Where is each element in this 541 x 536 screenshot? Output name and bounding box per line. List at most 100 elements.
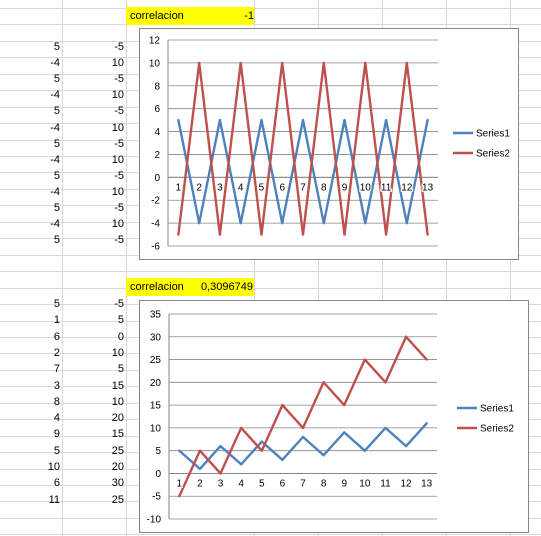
sheet-cell[interactable]: 5	[117, 363, 124, 376]
chart-0-series-2-point	[239, 61, 242, 65]
sheet-cell[interactable]: 25	[111, 493, 124, 506]
sheet-cell[interactable]: -5	[114, 41, 124, 53]
sheet-cell[interactable]: -4	[50, 153, 60, 166]
chart-0-y-tick-label: -2	[151, 196, 160, 207]
sheet-cell[interactable]: 7	[53, 363, 60, 376]
sheet-cell[interactable]: 10	[111, 395, 124, 408]
chart-1[interactable]: 12 10 8 6 4 2 0 -2 -4 -6 1 2 3 4 5 6 7 8 9 10 11 12 13 Series1 S…	[139, 28, 519, 260]
chart-0-x-tick-label: 10	[360, 182, 372, 193]
sheet-cell[interactable]: 6	[53, 330, 60, 343]
sheet-cell[interactable]: -4	[50, 89, 60, 102]
correlation-2-value[interactable]: 0,3096749	[201, 281, 253, 293]
chart-1-y-tick-label: 15	[150, 401, 162, 412]
sheet-cell[interactable]: 10	[111, 57, 124, 70]
sheet-cell[interactable]: 15	[111, 428, 124, 441]
sheet-cell[interactable]: 10	[111, 218, 124, 231]
sheet-cell[interactable]: 5	[53, 444, 60, 457]
sheet-cell[interactable]: 5	[53, 137, 60, 150]
sheet-cell[interactable]: 5	[53, 298, 60, 310]
sheet-cell[interactable]: 5	[53, 73, 60, 86]
chart-0-x-tick-label: 7	[300, 182, 306, 193]
sheet-cell[interactable]: 5	[53, 105, 60, 118]
chart-1-series-2-point	[343, 403, 346, 407]
sheet-cell[interactable]: 6	[53, 477, 60, 490]
chart-1-series-1-point	[239, 463, 243, 466]
chart-1-series-2-line	[178, 335, 428, 497]
sheet-cell[interactable]: -5	[114, 137, 124, 150]
sheet-cell[interactable]: -4	[50, 218, 60, 231]
chart-1-x-tick-label: 6	[280, 478, 286, 489]
chart-1-x-tick-label: 11	[380, 478, 391, 489]
sheet-cell[interactable]: 10	[111, 346, 124, 359]
sheet-cell[interactable]: 20	[111, 461, 124, 473]
sheet-cell[interactable]: 10	[47, 461, 60, 473]
sheet-cell[interactable]: 10	[111, 185, 124, 198]
chart-1-series-1-point	[384, 426, 387, 430]
sheet-cell[interactable]: 3	[53, 379, 60, 392]
chart-0-y-tick-label: 6	[154, 104, 160, 115]
chart-0-x-tick-label: 2	[196, 182, 202, 193]
sheet-cell[interactable]: -5	[114, 105, 124, 118]
sheet-cell[interactable]: -4	[50, 185, 60, 198]
sheet-cell[interactable]: 5	[53, 169, 60, 182]
chart-0-y-tick-label: 8	[154, 81, 160, 92]
sheet-cell[interactable]: -5	[114, 298, 124, 310]
chart-0-series-1-point	[364, 221, 367, 225]
chart-1-y-tick-label: 20	[150, 378, 162, 389]
sheet-cell[interactable]: 30	[111, 477, 124, 490]
chart-1-x-tick-label: 10	[359, 478, 371, 489]
sheet-cell[interactable]: -5	[114, 169, 124, 182]
sheet-cell[interactable]: 2	[53, 346, 60, 359]
chart-0-series-1-point	[281, 221, 284, 225]
sheet-cell[interactable]: 5	[53, 41, 60, 53]
sheet-cell[interactable]: 9	[53, 428, 60, 441]
sheet-cell[interactable]: 25	[111, 444, 124, 457]
chart-1-legend-2-label: Series2	[480, 424, 514, 435]
chart-1-x-tick-label: 13	[421, 478, 433, 489]
chart-1-series-1-point	[425, 422, 428, 425]
sheet-cell[interactable]: 10	[111, 121, 124, 134]
chart-0-series-1-point	[384, 118, 388, 122]
sheet-cell[interactable]: 10	[111, 89, 124, 102]
chart-1-y-tick-label: -5	[152, 492, 161, 503]
chart-1-series-2-point	[281, 403, 284, 407]
sheet-cell[interactable]: 1	[53, 314, 60, 327]
chart-0-x-tick-label: 6	[279, 182, 285, 193]
sheet-cell[interactable]: 20	[111, 412, 124, 425]
correlation-1-label[interactable]: correlacion	[130, 10, 184, 22]
sheet-cell[interactable]: 4	[53, 412, 60, 425]
correlation-1-value[interactable]: -1	[244, 10, 254, 22]
sheet-cell[interactable]: -5	[114, 73, 124, 86]
chart-0-series-1-point	[197, 221, 201, 225]
chart-1-series-1-point	[219, 444, 222, 448]
sheet-cell[interactable]: 0	[117, 330, 124, 343]
chart-1-series-2-point	[178, 495, 181, 498]
correlation-1-highlight[interactable]	[126, 7, 254, 25]
sheet-cell[interactable]: 10	[111, 153, 124, 166]
sheet-cell[interactable]: 5	[53, 234, 60, 247]
sheet-cell[interactable]: 5	[53, 202, 60, 214]
chart-1-legend-1-label: Series1	[480, 404, 514, 415]
sheet-cell[interactable]: 11	[48, 493, 60, 506]
chart-1-x-tick-label: 2	[197, 478, 203, 489]
chart-1-series-1-point	[198, 467, 202, 471]
sheet-cell[interactable]: 8	[53, 395, 60, 408]
chart-1-series-1-point	[178, 449, 181, 452]
sheet-cell[interactable]: -5	[114, 202, 124, 214]
chart-1-series-2-point	[198, 449, 202, 452]
chart-0-x-tick-label: 8	[321, 182, 327, 193]
sheet-cell[interactable]: 5	[117, 314, 124, 327]
chart-1-series-1-point	[343, 431, 346, 434]
chart-1-y-tick-label: 5	[155, 446, 161, 457]
correlation-2-highlight[interactable]	[126, 278, 254, 296]
chart-2[interactable]: 35 30 25 20 15 10 5 0 -5 -10 1 2 3 4 5 6 7 8 9 10 11 12 13 Seri…	[139, 300, 529, 533]
sheet-cell[interactable]: -4	[50, 121, 60, 134]
chart-1-y-tick-label: 25	[150, 355, 162, 366]
chart-0-x-tick-label: 5	[259, 182, 265, 193]
chart-0-y-tick-label: 10	[149, 58, 161, 69]
sheet-cell[interactable]: 15	[111, 379, 124, 392]
chart-0-series-2-point	[260, 233, 263, 236]
sheet-cell[interactable]: -4	[50, 57, 60, 70]
sheet-cell[interactable]: -5	[114, 234, 124, 247]
correlation-2-label[interactable]: correlacion	[130, 281, 184, 293]
